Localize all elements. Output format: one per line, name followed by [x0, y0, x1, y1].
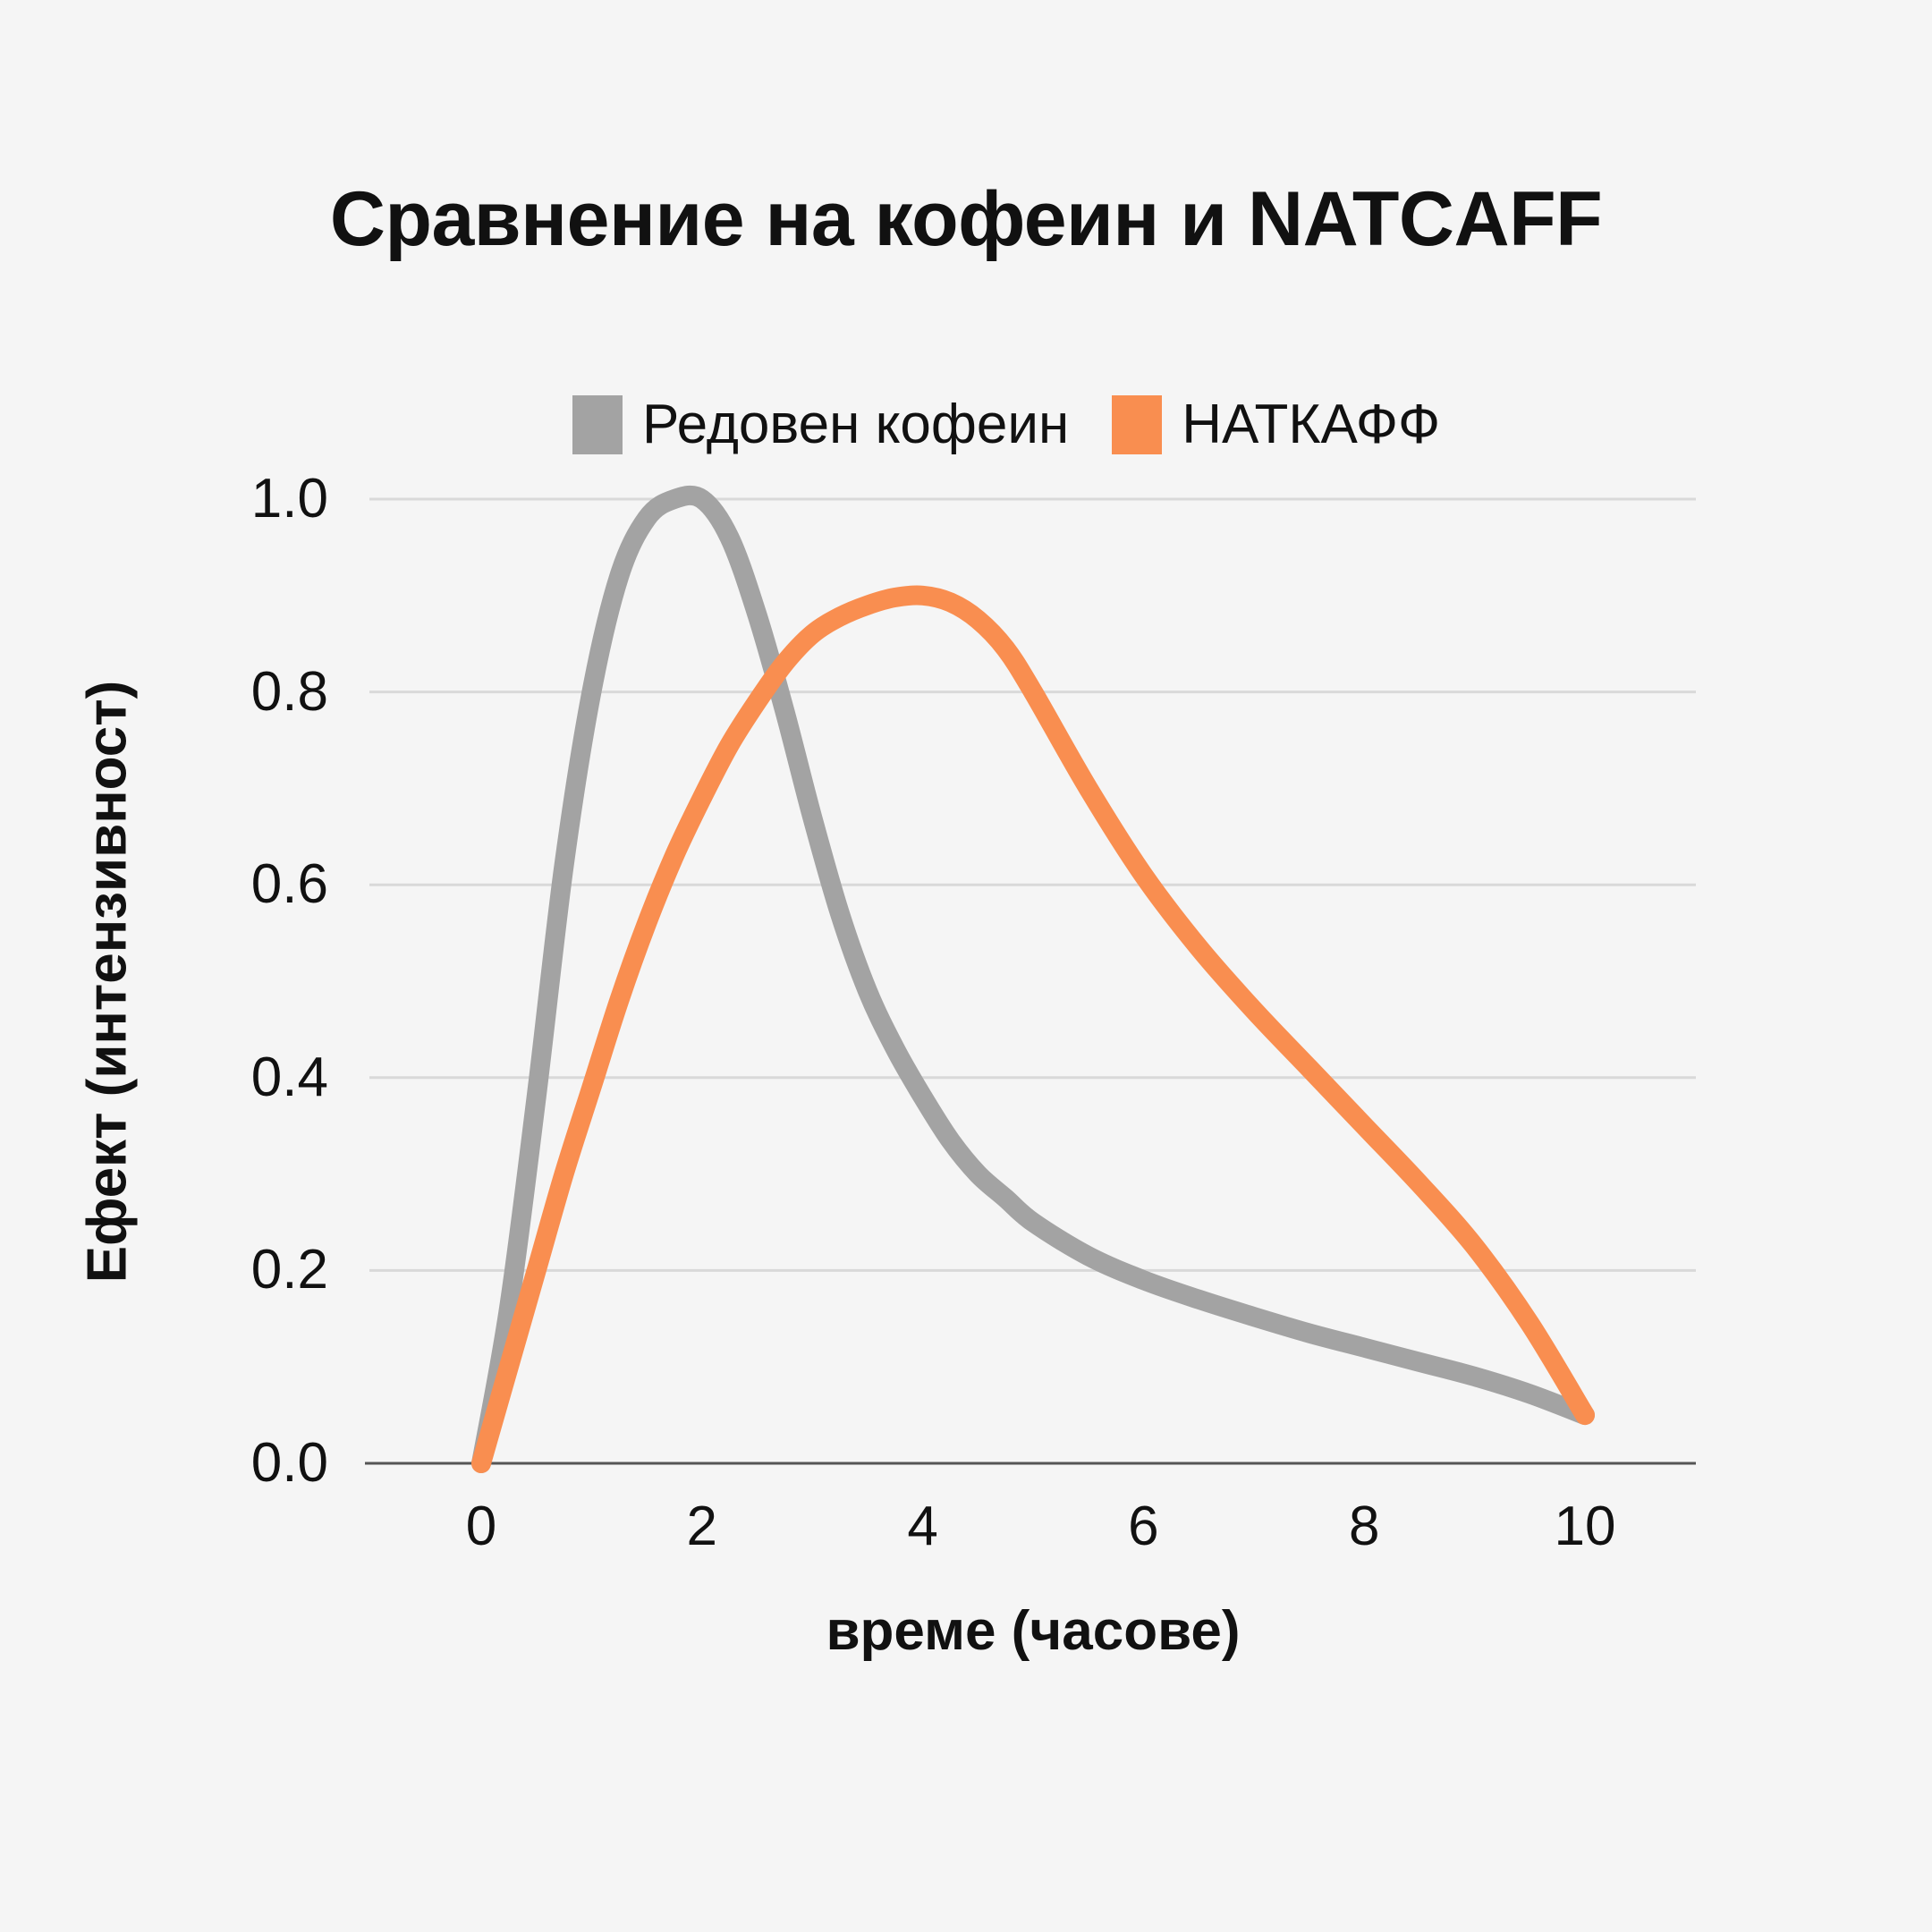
y-tick-label: 1.0	[250, 468, 328, 530]
x-axis-title: време (часове)	[826, 1600, 1241, 1662]
x-tick-label: 10	[1554, 1496, 1616, 1557]
legend-swatch-icon	[1112, 395, 1163, 454]
legend-swatch-icon	[572, 395, 623, 454]
legend-item-label: Редовен кофеин	[642, 394, 1070, 455]
x-tick-label: 4	[907, 1496, 938, 1557]
legend-item-caffeine[interactable]: Редовен кофеин	[572, 395, 1069, 454]
y-tick-label: 0.0	[250, 1432, 328, 1494]
x-tick-label: 6	[1128, 1496, 1159, 1557]
x-tick-label: 8	[1348, 1496, 1380, 1557]
series-line-natcaff	[471, 585, 1595, 1473]
y-tick-label: 0.4	[250, 1046, 328, 1108]
legend-item-natcaff[interactable]: НАТКАФФ	[1112, 395, 1440, 454]
x-tick-label: 0	[465, 1496, 497, 1557]
page-title: Сравнение на кофеин и NATCAFF	[329, 176, 1603, 262]
y-tick-label: 0.6	[250, 853, 328, 916]
y-axis-title: Ефект (интензивност)	[76, 680, 139, 1284]
gridlines	[369, 497, 1696, 1272]
y-tick-label: 0.2	[250, 1239, 328, 1301]
series-line-caffeine	[471, 485, 1595, 1473]
x-tick-label: 2	[686, 1496, 718, 1557]
chart-legend: Редовен кофеин НАТКАФФ	[572, 395, 1440, 454]
legend-item-label: НАТКАФФ	[1182, 394, 1441, 455]
y-tick-label: 0.8	[250, 660, 328, 723]
series-layer	[471, 485, 1595, 1473]
